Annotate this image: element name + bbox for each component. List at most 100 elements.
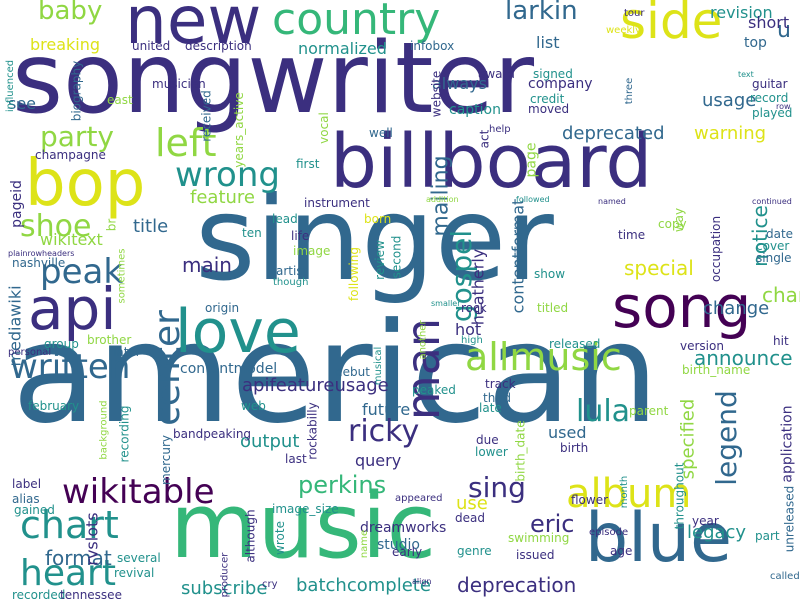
word-artist: artist [276, 264, 308, 278]
word-company: company [528, 76, 593, 92]
word-country: country [272, 0, 441, 45]
word-moved: moved [528, 102, 570, 116]
word-row: row [776, 102, 791, 111]
word-baby: baby [38, 0, 103, 26]
word-bop: bop [25, 147, 146, 221]
word-shoe: shoe [20, 209, 92, 244]
word-throughout: throughout [671, 462, 686, 529]
word-occupation: occupation [709, 215, 724, 283]
word-brother: brother [87, 333, 132, 347]
word-late: late [479, 401, 502, 415]
word-lula: lula [576, 394, 631, 429]
word-love: love [175, 297, 301, 367]
word-allmusic: allmusic [465, 335, 622, 379]
word-text: text [738, 70, 754, 79]
word-see: see [8, 94, 37, 113]
word-subscribe: subscribe [181, 578, 268, 599]
word-addition: addition [426, 195, 459, 204]
word-sing: sing [468, 471, 526, 504]
word-year: year [692, 514, 719, 528]
word-normalized: normalized [298, 39, 387, 58]
word-first: first [296, 157, 320, 171]
word-genre: genre [457, 544, 492, 558]
word-named: named [598, 197, 626, 206]
word-music: music [170, 474, 437, 579]
word-studio: studio [377, 537, 420, 553]
word-title: title [133, 216, 169, 237]
word-help: help [489, 124, 511, 135]
word-tennessee: tennessee [60, 588, 122, 600]
word-wrong: wrong [175, 155, 280, 195]
word-deprecation: deprecation [457, 573, 577, 597]
word-perkins: perkins [298, 471, 387, 499]
word-revision: revision [710, 3, 773, 22]
word-swimming: swimming [508, 531, 570, 545]
word-recording: recording [116, 405, 131, 462]
word-u: u [777, 18, 791, 43]
word-flower: flower [571, 493, 609, 507]
word-future: future [362, 400, 411, 419]
word-contentformat: contentformat [507, 198, 527, 313]
word-smaller: smaller [431, 299, 461, 308]
word-instrument: instrument [304, 196, 370, 210]
word-album: album [566, 471, 692, 517]
word-hit: hit [773, 334, 789, 348]
word-ten: ten [242, 226, 262, 240]
word-apifeatureusage: apifeatureusage [242, 375, 389, 396]
word-mercury: mercury [158, 435, 173, 485]
word-later: later [113, 345, 141, 359]
word-vocal: vocal [316, 112, 331, 144]
word-last: last [285, 452, 307, 466]
word-episode: episode [589, 527, 629, 538]
word-parent: parent [629, 404, 669, 418]
word-though: though [273, 277, 309, 288]
word-award: award [478, 67, 515, 81]
word-legacy: legacy [687, 522, 747, 543]
word-bandpeaking: bandpeaking [173, 427, 252, 441]
word-third: third [483, 391, 511, 405]
word-query: query [355, 451, 402, 470]
word-image-size: image_size [272, 502, 339, 516]
word-label: label [12, 477, 42, 491]
word-billboard: billboard [330, 119, 653, 205]
word-due: due [476, 433, 499, 447]
word-ricky: ricky [348, 414, 420, 449]
word-followed: followed [516, 195, 550, 204]
word-side: side [620, 0, 723, 50]
word-br: br [103, 218, 118, 231]
word-heart: heart [20, 553, 116, 594]
word-life: life [291, 229, 310, 243]
word-dead: dead [455, 511, 485, 525]
word-used: used [548, 423, 587, 442]
word-east: east [107, 93, 133, 107]
word-personal: personal [8, 347, 52, 358]
word-biography: biography [68, 60, 83, 121]
word-issued: issued [516, 548, 555, 562]
word-list: list [536, 33, 560, 52]
word-titled: titled [537, 301, 569, 315]
word-way: way [672, 207, 687, 233]
word-infobox: infobox [410, 39, 455, 53]
word-years-active: years_active [231, 92, 246, 168]
word-api: api [28, 275, 117, 343]
word-well: well [369, 126, 393, 140]
word-description: description [185, 39, 252, 53]
word-web: web [241, 399, 266, 413]
word-group: group [44, 337, 79, 351]
word-although: although [243, 508, 258, 563]
word-record: record [750, 91, 789, 105]
word-debut: debut [335, 365, 370, 379]
word-gained: gained [14, 503, 55, 517]
word-breaking: breaking [30, 35, 101, 54]
word-plainrowheaders: plainrowheaders [8, 249, 75, 258]
word-american: american [12, 293, 659, 454]
word-birth: birth [560, 441, 589, 455]
word-copy: copy [658, 217, 687, 231]
word-alias: alias [12, 492, 40, 506]
word-several: several [117, 551, 161, 565]
word-dreamworks: dreamworks [360, 520, 447, 536]
word-deprecated: deprecated [562, 123, 665, 144]
word-song: song [612, 273, 752, 341]
word-chart: chart [20, 503, 119, 547]
